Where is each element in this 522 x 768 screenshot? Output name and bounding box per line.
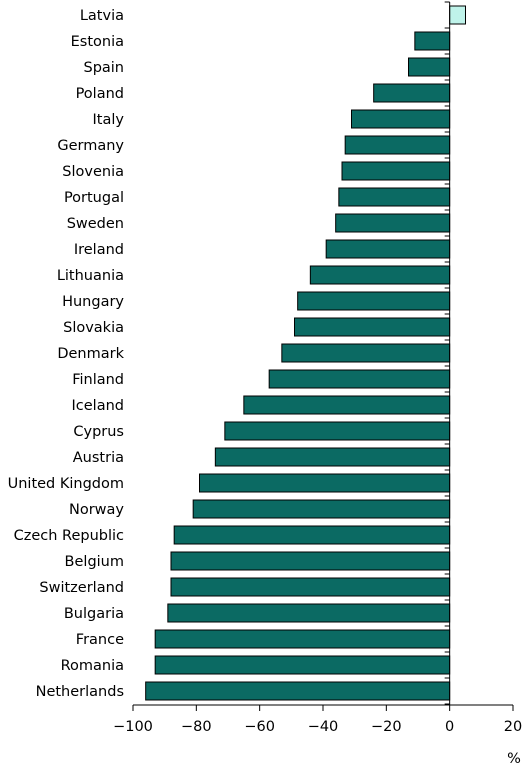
category-label: Czech Republic: [14, 528, 124, 544]
bar: [145, 681, 451, 701]
bar: [408, 57, 451, 77]
category-label: Denmark: [57, 346, 124, 362]
x-axis-ticks: −100 −80 −60 −40 −20 0 20: [113, 705, 522, 735]
bar: [154, 655, 451, 675]
bar: [309, 265, 451, 285]
bar: [214, 447, 451, 467]
bar: [154, 629, 451, 649]
x-tick-label: −20: [371, 719, 402, 735]
category-label: Cyprus: [73, 424, 124, 440]
category-label: Hungary: [62, 294, 124, 310]
bar: [281, 343, 451, 363]
bar: [351, 109, 451, 129]
x-axis-unit-label: %: [507, 751, 521, 767]
category-label: Finland: [72, 372, 124, 388]
bar: [192, 499, 451, 519]
category-label: Slovenia: [62, 164, 124, 180]
bar: [268, 369, 451, 389]
bar: [170, 577, 451, 597]
category-label: Estonia: [71, 34, 124, 50]
category-label: France: [76, 632, 124, 648]
category-label: Italy: [93, 112, 125, 128]
x-tick-label: 0: [445, 719, 454, 735]
category-label: Lithuania: [57, 268, 124, 284]
bar: [294, 317, 451, 337]
category-label: Poland: [76, 86, 124, 102]
bar: [325, 239, 451, 259]
category-label: Ireland: [74, 242, 124, 258]
category-label: Bulgaria: [64, 606, 124, 622]
category-label: Spain: [83, 60, 124, 76]
category-label: Norway: [69, 502, 124, 518]
bar: [414, 31, 451, 51]
bars-group: [145, 5, 466, 701]
bar: [344, 135, 451, 155]
x-tick-label: −40: [308, 719, 339, 735]
bar: [243, 395, 451, 415]
x-tick-label: 20: [504, 719, 522, 735]
x-tick-label: −80: [181, 719, 212, 735]
x-tick-label: −60: [244, 719, 275, 735]
x-tick-label: −100: [113, 719, 153, 735]
category-label: Romania: [61, 658, 124, 674]
bar: [167, 603, 451, 623]
category-label: Sweden: [67, 216, 124, 232]
bar: [199, 473, 451, 493]
bar: [224, 421, 451, 441]
bar: [173, 525, 451, 545]
category-axis-ticks: [444, 1, 450, 705]
bar: [297, 291, 451, 311]
category-label: United Kingdom: [8, 476, 124, 492]
category-label: Austria: [73, 450, 124, 466]
category-label: Latvia: [80, 8, 124, 24]
category-labels: Latvia Estonia Spain Poland Italy Germany Slov…: [8, 8, 125, 700]
bar: [449, 5, 466, 25]
category-label: Germany: [57, 138, 124, 154]
category-label: Belgium: [65, 554, 124, 570]
category-label: Switzerland: [39, 580, 124, 596]
category-label: Portugal: [64, 190, 124, 206]
category-label: Iceland: [72, 398, 124, 414]
bar: [341, 161, 451, 181]
bar: [373, 83, 451, 103]
bar: [335, 213, 451, 233]
category-label: Netherlands: [36, 684, 124, 700]
bar: [338, 187, 451, 207]
category-label: Slovakia: [63, 320, 124, 336]
bar: [170, 551, 451, 571]
